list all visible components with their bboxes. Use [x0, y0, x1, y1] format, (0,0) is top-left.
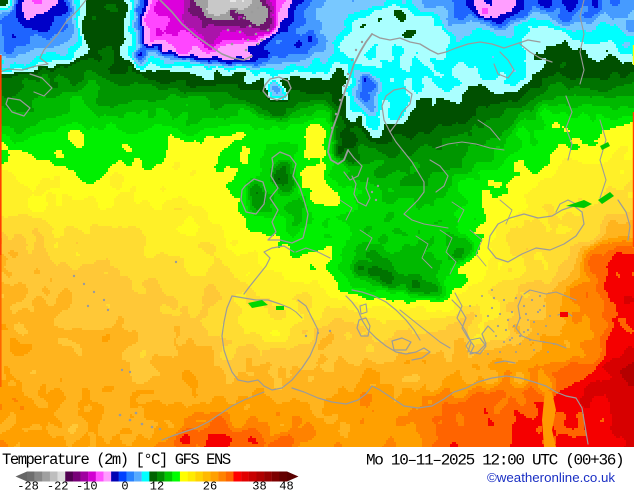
- svg-text:26: 26: [203, 480, 217, 490]
- svg-text:0: 0: [121, 480, 128, 490]
- svg-text:©weatheronline.co.uk: ©weatheronline.co.uk: [487, 470, 615, 485]
- svg-text:48: 48: [279, 480, 293, 490]
- svg-text:-10: -10: [76, 480, 98, 490]
- svg-text:Temperature (2m) [°C] GFS ENS: Temperature (2m) [°C] GFS ENS: [2, 451, 231, 469]
- svg-text:Mo 10–11–2025 12:00 UTC (00+36: Mo 10–11–2025 12:00 UTC (00+36): [366, 452, 623, 470]
- svg-text:38: 38: [252, 480, 266, 490]
- svg-text:-22: -22: [47, 480, 69, 490]
- svg-text:12: 12: [150, 480, 164, 490]
- svg-text:-28: -28: [17, 480, 39, 490]
